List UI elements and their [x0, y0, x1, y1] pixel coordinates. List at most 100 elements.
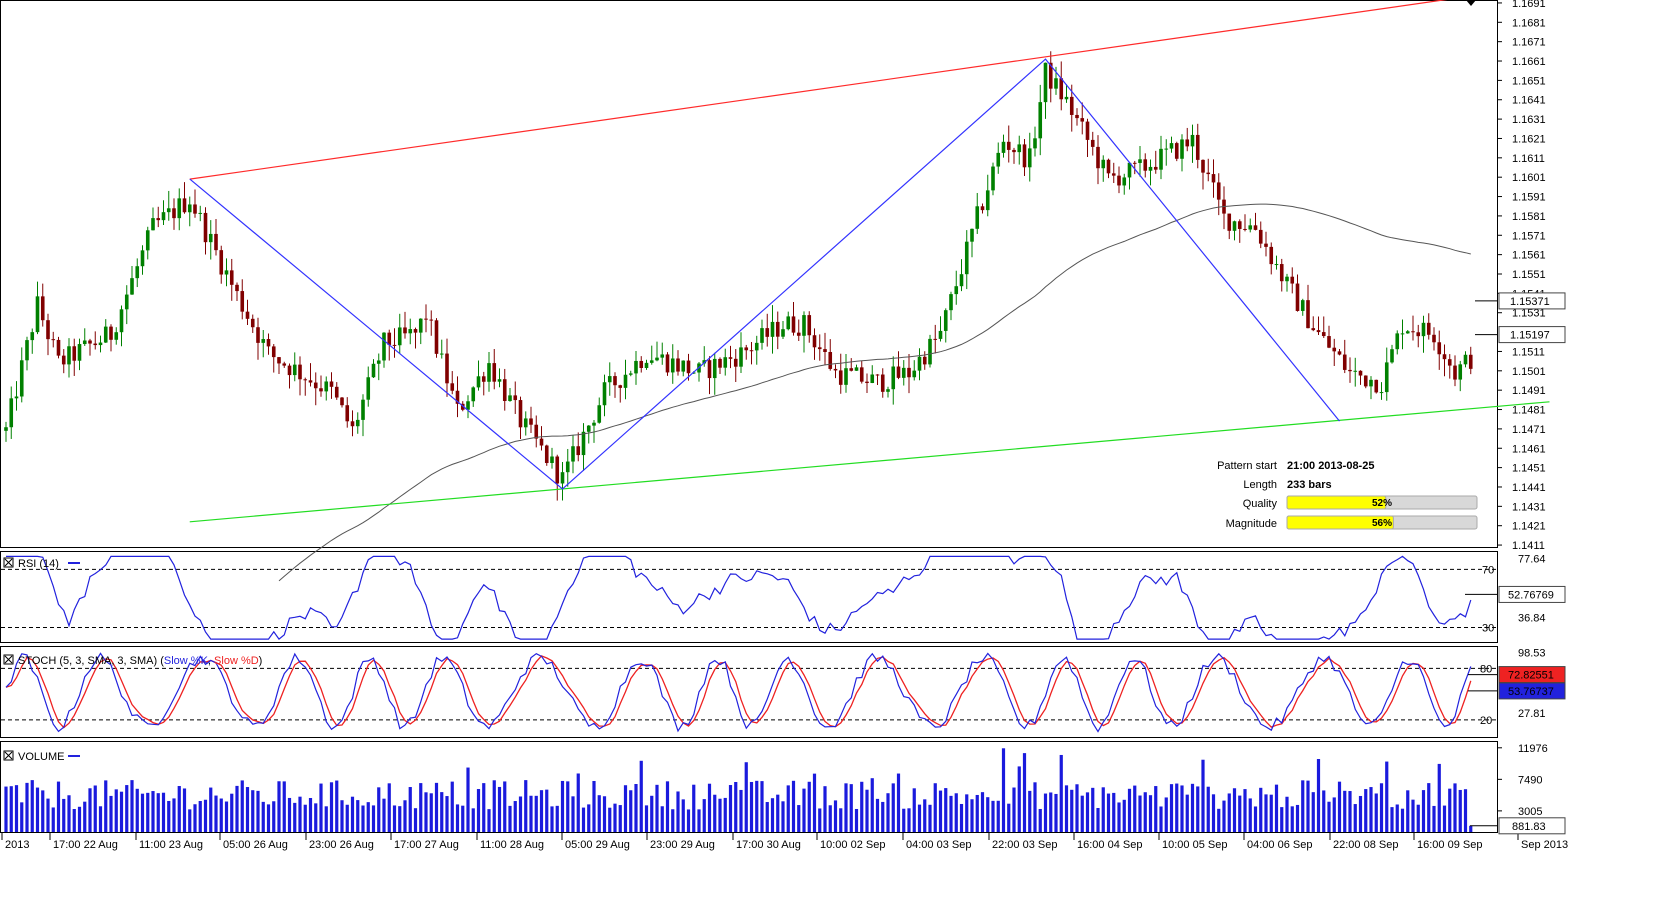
ma-value-box: [1498, 292, 1566, 310]
candle-body: [1374, 379, 1379, 393]
price-tick-label: 1.1551: [1512, 269, 1546, 281]
candle-body: [691, 372, 696, 374]
volume-bar: [865, 789, 869, 832]
price-tick-label: 1.1571: [1512, 230, 1546, 242]
volume-bar: [219, 798, 223, 832]
volume-bar: [938, 790, 943, 832]
candle-body: [292, 364, 297, 376]
volume-bar: [151, 791, 155, 832]
candle-body: [30, 332, 35, 341]
rsi-title-text: RSI (14): [18, 558, 59, 570]
rsi-axis-lo: 36.84: [1518, 613, 1546, 625]
volume-bar: [954, 793, 958, 832]
candle-body: [319, 388, 323, 392]
candle-body: [93, 343, 98, 346]
candle-body: [145, 230, 150, 251]
candle-body: [156, 218, 161, 221]
volume-bar: [881, 801, 885, 832]
volume-pane[interactable]: [0, 741, 1498, 833]
price-tick-label: 1.1511: [1512, 346, 1545, 358]
candle-body: [655, 357, 659, 361]
price-tick-label: 1.1611: [1512, 153, 1545, 165]
volume-bar: [508, 805, 512, 832]
candle-body: [1127, 162, 1132, 178]
volume-bar: [272, 801, 276, 832]
candle-body: [56, 339, 61, 356]
volume-bar: [870, 778, 874, 832]
stoch-pane[interactable]: [0, 646, 1498, 738]
candle-body: [791, 316, 796, 333]
volume-bar: [398, 806, 402, 832]
volume-bar: [524, 780, 528, 832]
volume-bar: [860, 781, 864, 832]
price-tick-label: 1.1621: [1512, 133, 1546, 145]
candle-body: [46, 320, 50, 340]
volume-bar: [1274, 784, 1279, 832]
volume-bar: [797, 805, 801, 832]
axes: 1.1691 1.1681 1.1671 1.1661 1.1651 1.1641 1.16…: [1, 0, 1568, 851]
candle-body: [1111, 173, 1116, 176]
pattern-info: Pattern start 21:00 2013-08-25 Length 23…: [1217, 460, 1478, 530]
volume-bar: [1364, 789, 1368, 832]
candle-body: [943, 310, 948, 331]
volume-bar: [671, 809, 675, 832]
price-tick-label: 1.1681: [1512, 17, 1546, 29]
candle-body: [723, 357, 728, 368]
candle-body: [639, 360, 644, 368]
candle-body: [487, 363, 491, 382]
volume-bar: [287, 797, 292, 832]
volume-bar: [1411, 799, 1415, 832]
volume-bar: [1091, 787, 1095, 832]
candle-body: [345, 405, 350, 422]
candle-body: [466, 401, 470, 410]
volume-bar: [791, 780, 796, 832]
volume-bar: [1169, 784, 1174, 832]
candle-body: [1432, 334, 1436, 343]
price-pane[interactable]: [0, 0, 1498, 548]
candle-body: [1405, 331, 1410, 334]
volume-bar: [314, 803, 318, 832]
time-label: 23:00 26 Aug: [309, 839, 374, 851]
volume-bar: [1127, 788, 1132, 832]
price-tick-label: 1.1601: [1512, 172, 1546, 184]
candle-body: [392, 344, 397, 346]
candle-body: [1216, 182, 1221, 200]
candle-body: [1075, 114, 1079, 119]
volume-bar: [114, 789, 118, 832]
volume-bar: [256, 790, 260, 832]
volume-bar: [476, 789, 481, 832]
candle-body: [261, 339, 266, 343]
rsi-pane[interactable]: [0, 551, 1498, 643]
volume-bar: [833, 800, 838, 832]
volume-bar: [702, 799, 706, 832]
arrow-down-icon[interactable]: [1466, 0, 1476, 6]
volume-bar: [608, 807, 612, 832]
candle-body: [19, 360, 24, 397]
volume-bar: [140, 793, 145, 832]
volume-bar: [282, 781, 286, 832]
time-label: 10:00 05 Sep: [1162, 839, 1227, 851]
volume-bar: [823, 786, 827, 832]
volume-bar: [734, 781, 738, 832]
candle-body: [434, 320, 439, 354]
pattern-zigzag: [189, 58, 1340, 490]
candle-body: [287, 365, 292, 376]
volume-bar: [1190, 783, 1195, 832]
candle-body: [1421, 322, 1426, 337]
stoch-d-value-box: [1498, 682, 1566, 700]
time-label: 11:00 28 Aug: [480, 839, 544, 851]
candle-body: [775, 321, 780, 337]
volume-bar: [240, 780, 244, 832]
candle-body: [870, 374, 875, 384]
volume-bar: [497, 786, 502, 832]
magnitude-label: Magnitude: [1226, 518, 1277, 530]
volume-bar: [902, 808, 906, 832]
volume-bar: [1232, 788, 1237, 832]
candle-body: [282, 363, 287, 366]
candle-body: [61, 355, 66, 365]
candle-body: [1337, 351, 1342, 355]
volume-bar: [424, 792, 428, 832]
candle-body: [1132, 162, 1137, 164]
quality-bar-fill: [1286, 495, 1387, 510]
upper-trend-line: [189, 0, 1448, 180]
